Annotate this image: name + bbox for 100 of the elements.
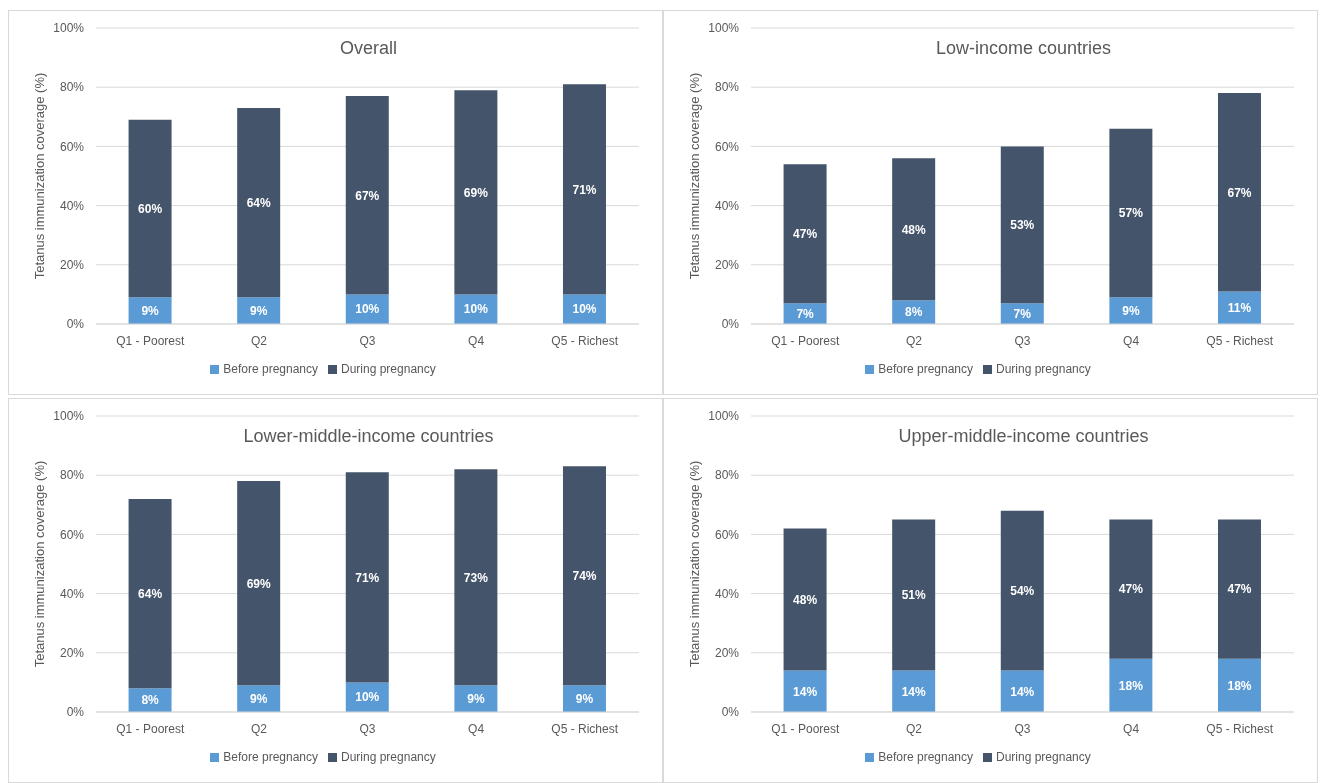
y-tick-label: 40% [59,198,85,213]
data-label: 67% [355,188,380,203]
data-label: 14% [1010,684,1035,699]
data-label: 64% [138,586,163,601]
x-tick-label: Q4 [1123,333,1140,348]
text: Upper-middle-income countries [897,425,1150,447]
x-tick-label: Q1 - Poorest [116,333,185,348]
legend-label: Before pregnancy [223,750,318,764]
y-tick-label: 40% [714,586,740,601]
y-tick-label: 0% [66,705,85,720]
data-label: 71% [355,570,380,585]
y-tick-label: 100% [708,21,740,36]
data-label: 8% [905,305,923,320]
data-label: 60% [138,201,163,216]
bar [237,107,281,298]
bar [1109,128,1153,298]
text: Lower-middle-income countries [242,425,495,447]
y-tick-label: 40% [59,586,85,601]
x-tick-label: Q1 - Poorest [116,721,185,736]
bar [1217,93,1261,292]
data-label: 10% [355,690,380,705]
legend-label: During pregnancy [996,362,1091,376]
data-label: 54% [1010,583,1035,598]
bar [562,466,606,686]
x-tick-label: Q2 [905,333,923,348]
y-tick-label: 80% [59,468,85,483]
x-tick-label: Q3 [359,333,376,348]
legend-label: Before pregnancy [223,362,318,376]
legend-label: During pregnancy [996,750,1091,764]
y-axis-title: Tetanus immunization coverage (%) [31,460,47,668]
x-tick-label: Q3 [1014,721,1031,736]
y-tick-label: 60% [59,139,85,154]
data-label: 9% [250,691,268,706]
bar [454,469,498,686]
data-label: 47% [1118,582,1144,597]
y-tick-label: 80% [714,468,740,483]
data-label: 48% [901,222,927,237]
data-label: 10% [463,302,489,317]
x-tick-label: Q1 - Poorest [771,333,840,348]
data-label: 18% [1118,678,1144,693]
bar [1217,658,1261,712]
data-label: 69% [463,185,489,200]
y-tick-label: 0% [721,317,740,332]
text: Low-income countries [934,37,1113,59]
x-tick-label: Q4 [468,333,485,348]
data-label: 69% [246,576,272,591]
data-label: 9% [575,691,594,706]
data-label: 47% [793,226,818,241]
legend-label: During pregnancy [341,750,436,764]
data-label: 10% [355,302,380,317]
x-tick-label: Q5 - Richest [1206,721,1274,736]
bar [128,119,172,298]
data-label: 53% [1010,218,1035,233]
x-tick-label: Q3 [359,721,376,736]
x-tick-label: Q4 [468,721,485,736]
y-tick-label: 60% [714,527,740,542]
x-tick-label: Q1 - Poorest [771,721,840,736]
x-tick-label: Q4 [1123,721,1140,736]
legend-label: During pregnancy [341,362,436,376]
data-label: 47% [1227,582,1252,597]
data-label: 18% [1227,678,1252,693]
bar [562,84,606,295]
x-tick-label: Q5 - Richest [1206,333,1274,348]
x-tick-label: Q3 [1014,333,1031,348]
y-tick-label: 100% [53,21,85,36]
text: Overall [339,37,398,59]
bar [128,498,172,689]
data-label: 8% [141,693,160,708]
bar [345,96,389,295]
data-label: 51% [901,588,927,603]
y-tick-label: 0% [721,705,740,720]
y-tick-label: 0% [66,317,85,332]
y-tick-label: 40% [714,198,740,213]
bar [1109,658,1153,712]
y-tick-label: 20% [714,646,740,661]
data-label: 9% [250,303,268,318]
y-axis-title: Tetanus immunization coverage (%) [686,460,702,668]
data-label: 9% [467,691,485,706]
y-tick-label: 60% [714,139,740,154]
y-tick-label: 100% [708,409,740,424]
x-tick-label: Q2 [905,721,923,736]
bar [1109,519,1153,659]
y-axis-title: Tetanus immunization coverage (%) [686,72,702,280]
y-axis-title: Tetanus immunization coverage (%) [31,72,47,280]
bar [783,164,827,304]
data-label: 11% [1227,300,1252,315]
y-tick-label: 80% [59,80,85,95]
y-tick-label: 20% [59,258,85,273]
data-label: 57% [1118,206,1144,221]
bar [1000,510,1044,671]
x-tick-label: Q5 - Richest [551,721,619,736]
data-label: 7% [1013,306,1032,321]
data-label: 9% [1122,303,1140,318]
bar [454,90,498,295]
data-label: 14% [793,684,818,699]
data-label: 64% [246,195,272,210]
x-tick-label: Q2 [250,721,268,736]
data-label: 67% [1227,185,1252,200]
data-label: 10% [572,302,597,317]
y-tick-label: 80% [714,80,740,95]
